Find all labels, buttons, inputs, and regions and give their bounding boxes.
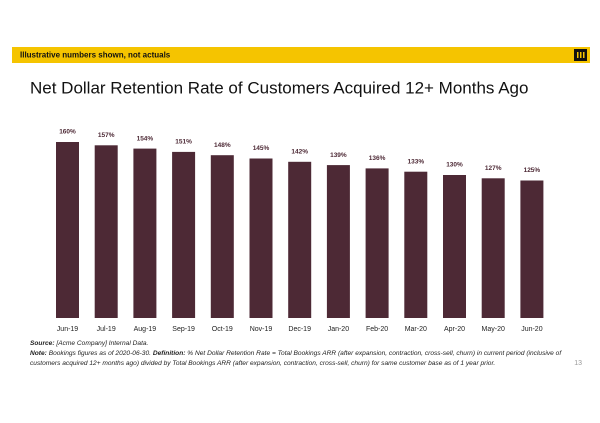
bar <box>172 151 196 318</box>
x-tick-label: Nov-19 <box>250 326 273 333</box>
bar <box>326 165 350 318</box>
bar <box>56 142 79 318</box>
x-tick-label: Jun-19 <box>57 326 79 333</box>
value-label: 127% <box>485 165 502 172</box>
x-tick-label: Jun-20 <box>521 326 543 333</box>
x-tick-label: Sep-19 <box>172 326 195 333</box>
value-label: 145% <box>253 145 270 152</box>
x-tick-label: Dec-19 <box>288 326 311 333</box>
value-label: 148% <box>214 142 231 149</box>
value-label: 130% <box>446 162 463 169</box>
bar <box>443 175 466 318</box>
bar <box>94 145 118 318</box>
banner-text: Illustrative numbers shown, not actuals <box>20 51 171 60</box>
banner-bar <box>12 47 590 63</box>
x-tick-label: Jul-19 <box>97 326 116 333</box>
value-label: 125% <box>524 167 541 174</box>
bar <box>288 161 312 318</box>
note-text: Bookings figures as of 2020-06-30. <box>48 350 151 357</box>
source-line: Source: [Acme Company] Internal Data. <box>30 339 575 349</box>
x-tick-label: Jan-20 <box>328 326 350 333</box>
bar <box>133 148 157 318</box>
value-label: 142% <box>291 149 308 156</box>
x-tick-label: Feb-20 <box>366 326 388 333</box>
value-label: 133% <box>407 158 424 165</box>
source-text: [Acme Company] Internal Data. <box>56 340 149 347</box>
logo-icon <box>577 52 579 58</box>
definition-text: % Net Dollar Retention Rate = Total Book… <box>30 350 562 367</box>
value-label: 139% <box>330 152 347 159</box>
bar <box>210 155 234 318</box>
x-tick-label: Mar-20 <box>405 326 427 333</box>
definition-label: Definition: <box>152 350 186 357</box>
value-label: 136% <box>369 155 386 162</box>
logo-icon <box>580 52 582 58</box>
logo-icon <box>583 52 585 58</box>
x-tick-label: Oct-19 <box>212 326 233 333</box>
footnotes: Source: [Acme Company] Internal Data. No… <box>30 339 575 369</box>
chart-title: Net Dollar Retention Rate of Customers A… <box>30 78 528 97</box>
bar <box>249 158 273 318</box>
note-line: Note: Bookings figures as of 2020-06-30.… <box>30 349 575 369</box>
value-label: 151% <box>175 139 192 146</box>
value-label: 160% <box>59 129 76 136</box>
bar <box>365 168 389 318</box>
note-label: Note: <box>30 350 47 357</box>
source-label: Source: <box>30 340 55 347</box>
x-tick-label: Aug-19 <box>134 326 157 333</box>
bar <box>404 171 428 318</box>
value-label: 154% <box>137 135 154 142</box>
x-tick-label: May-20 <box>482 326 505 333</box>
x-tick-label: Apr-20 <box>444 326 465 333</box>
bar <box>520 180 544 318</box>
page-number: 13 <box>574 360 582 367</box>
bar <box>481 178 505 318</box>
value-label: 157% <box>98 132 115 139</box>
